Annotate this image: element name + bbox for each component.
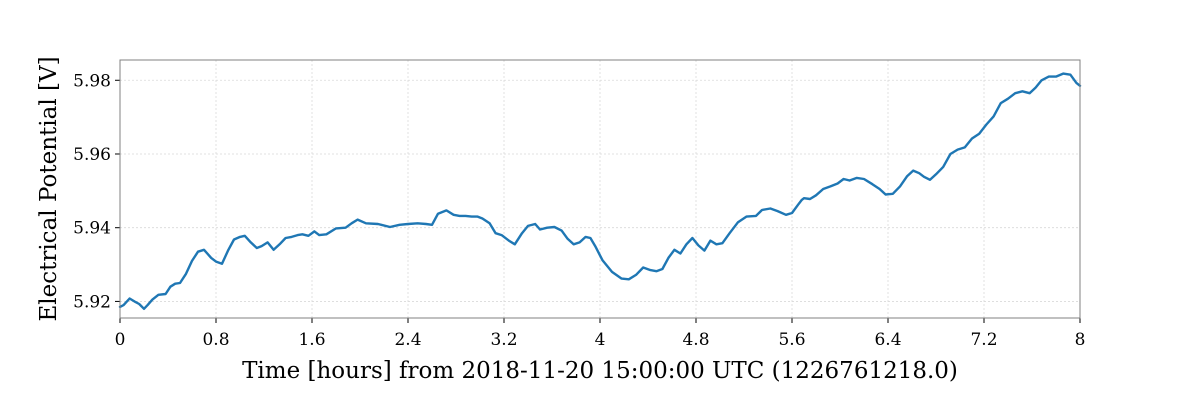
y-tick-label: 5.94: [73, 219, 111, 239]
x-tick-label: 1.6: [298, 330, 325, 350]
axis-ticks: 0 0.8 1.6 2.4 3.2 4 4.8 5.6 6.4 7.2 8 5.92 5.94 5.96 5…: [73, 71, 1085, 350]
x-axis-label: Time [hours] from 2018-11-20 15:00:00 UT…: [242, 358, 958, 384]
series-layer: [118, 72, 1082, 310]
x-tick-label: 5.6: [778, 330, 805, 350]
x-tick-label: 4: [595, 330, 606, 350]
grid-lines: [119, 60, 1081, 318]
series-line: [118, 72, 1082, 310]
x-tick-label: 4.8: [682, 330, 709, 350]
x-tick-label: 6.4: [874, 330, 901, 350]
x-tick-label: 0.8: [202, 330, 229, 350]
y-tick-label: 5.98: [73, 71, 111, 91]
y-tick-label: 5.96: [73, 145, 111, 165]
y-axis-label: Electrical Potential [V]: [36, 56, 62, 321]
y-tick-label: 5.92: [73, 292, 111, 312]
x-tick-label: 7.2: [970, 330, 997, 350]
x-tick-label: 8: [1075, 330, 1086, 350]
plot-frame: [119, 59, 1081, 319]
x-tick-label: 0: [115, 330, 126, 350]
x-tick-label: 2.4: [394, 330, 421, 350]
x-tick-label: 3.2: [490, 330, 517, 350]
